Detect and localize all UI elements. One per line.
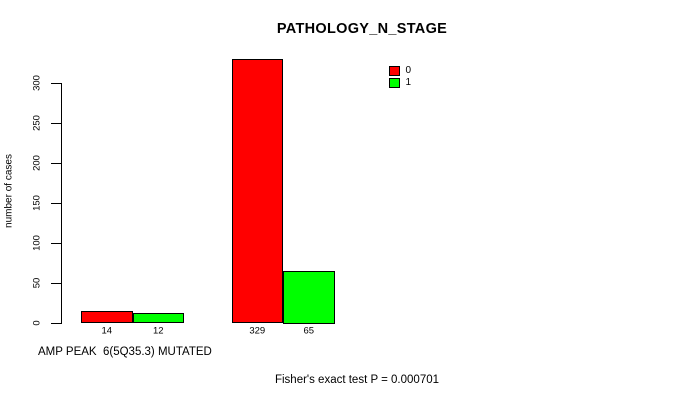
x-axis-label: AMP PEAK 6(5Q35.3) MUTATED [38,346,212,358]
y-tick-label: 200 [31,155,43,171]
y-axis-tick [51,162,61,164]
y-axis-label: number of cases [3,154,15,228]
bar-value-label: 65 [303,325,315,336]
y-tick-label: 0 [31,320,43,326]
y-axis-tick [51,282,61,284]
y-axis-line [61,82,62,324]
bar-series0-group1 [81,311,133,324]
y-axis-tick [51,82,61,84]
legend-entry-0: 0 [389,65,411,77]
legend-label-0: 0 [405,65,412,76]
bar-series1-group2 [283,270,335,324]
y-tick-label: 50 [31,277,43,289]
bar-value-label: 14 [101,325,113,336]
legend-swatch-red [389,65,400,77]
y-axis-tick [51,322,61,324]
bar-series1-group1 [132,312,184,324]
legend-entry-1: 1 [389,77,411,89]
y-tick-label: 250 [31,115,43,131]
chart-title: PATHOLOGY_N_STAGE [276,21,448,37]
y-axis-tick [51,202,61,204]
y-tick-label: 300 [31,75,43,91]
y-axis-tick [51,122,61,124]
legend: 0 1 [389,65,411,89]
legend-label-1: 1 [405,77,412,88]
y-axis-tick [51,242,61,244]
bar-value-label: 12 [152,325,164,336]
fisher-test-annotation: Fisher's exact test P = 0.000701 [274,374,440,386]
bar-series0-group2 [231,59,283,324]
bar-value-label: 329 [249,325,266,336]
y-tick-label: 150 [31,195,43,211]
y-tick-label: 100 [31,235,43,251]
legend-swatch-green [389,77,400,89]
